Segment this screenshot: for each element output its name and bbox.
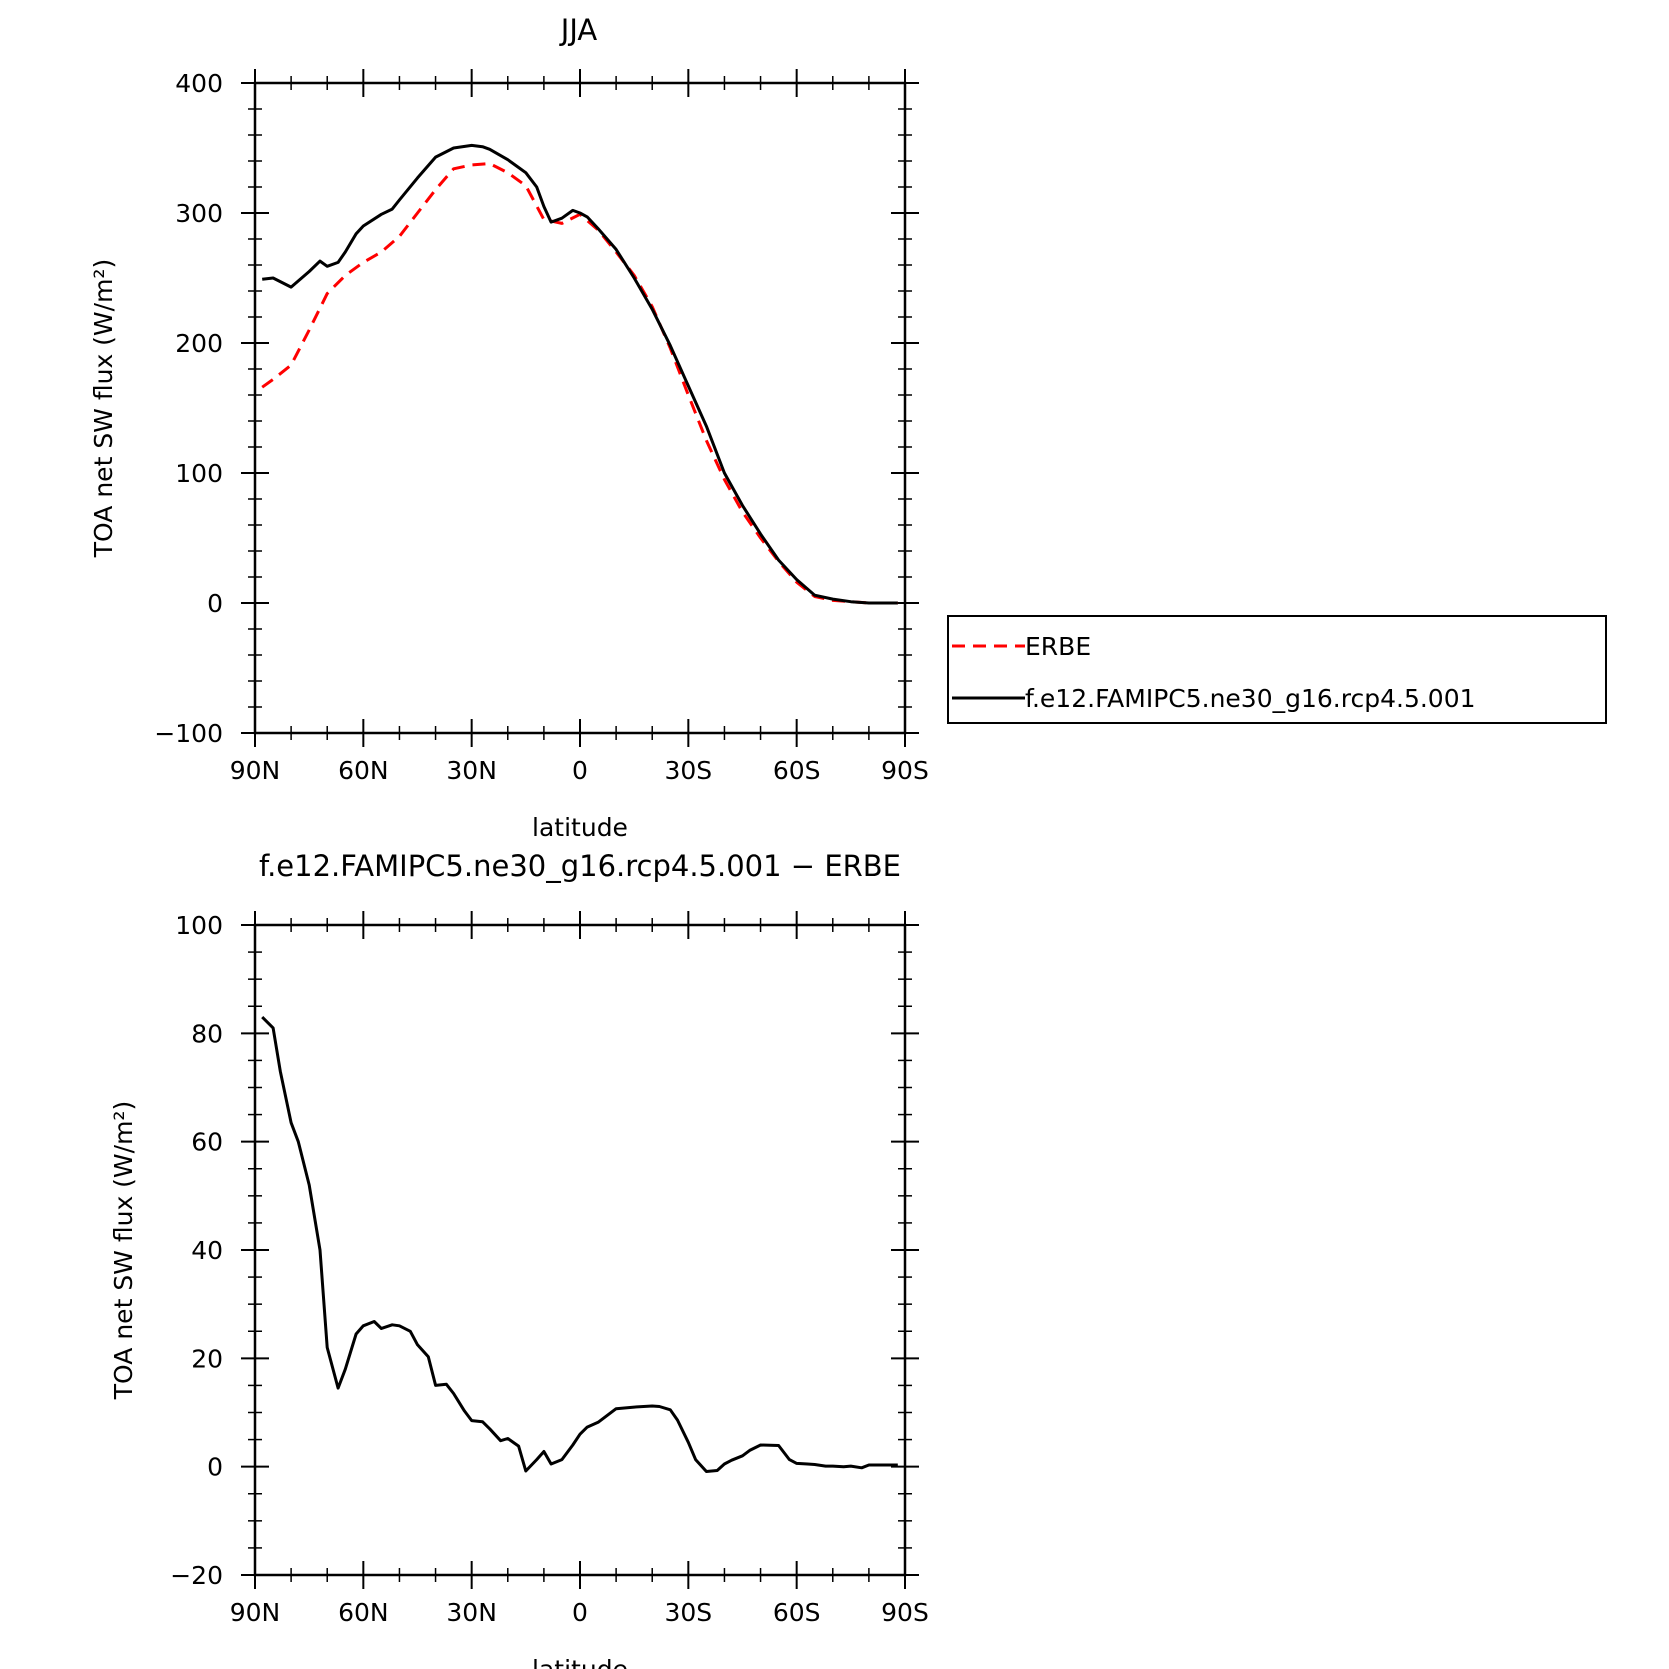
y-tick-label: −20: [170, 1561, 223, 1590]
y-tick-label: 0: [207, 589, 223, 618]
x-tick-label: 0: [572, 1598, 588, 1627]
top-y-tick-labels: −100 0 100 200 300 400: [154, 69, 223, 748]
series-line-erbe: [261, 162, 898, 605]
y-tick-label: 80: [191, 1019, 223, 1048]
legend-label-erbe: ERBE: [1025, 632, 1091, 661]
top-title: JJA: [559, 13, 598, 47]
y-tick-label: 0: [207, 1453, 223, 1482]
bottom-ticks: [241, 911, 919, 1589]
x-tick-label: 60S: [773, 1598, 821, 1627]
y-tick-label: 20: [191, 1344, 223, 1373]
series-line-model: [261, 1016, 898, 1473]
top-panel: JJA 90N 60N 30N 0 30S 60S 90S −100 0 100 200 300 40…: [89, 13, 1607, 842]
top-x-axis-label: latitude: [532, 813, 628, 842]
legend: ERBE f.e12.FAMIPC5.ne30_g16.rcp4.5.001: [947, 615, 1607, 724]
bottom-panel: f.e12.FAMIPC5.ne30_g16.rcp4.5.001 − ERBE…: [109, 849, 929, 1669]
x-tick-label: 30N: [446, 1598, 497, 1627]
legend-box: [947, 615, 1607, 724]
x-tick-label: 90S: [881, 756, 929, 785]
top-ticks: [241, 69, 919, 747]
x-tick-label: 60S: [773, 756, 821, 785]
bottom-y-axis-label: TOA net SW flux (W/m²): [109, 1101, 138, 1400]
bottom-plot-frame: [253, 923, 907, 1577]
bottom-x-axis-label: latitude: [532, 1655, 628, 1669]
x-tick-label: 90N: [230, 1598, 281, 1627]
y-tick-label: 200: [175, 329, 223, 358]
series-line-model: [262, 143, 898, 605]
y-tick-label: 60: [191, 1128, 223, 1157]
x-tick-label: 60N: [338, 756, 389, 785]
x-tick-label: 30S: [664, 1598, 712, 1627]
x-tick-label: 30N: [446, 756, 497, 785]
bottom-y-tick-labels: −20 0 20 40 60 80 100: [170, 911, 223, 1590]
bottom-title: f.e12.FAMIPC5.ne30_g16.rcp4.5.001 − ERBE: [259, 849, 901, 883]
top-y-axis-label: TOA net SW flux (W/m²): [89, 259, 118, 558]
bottom-series: [261, 1016, 898, 1473]
y-tick-label: 400: [175, 69, 223, 98]
y-tick-label: 100: [175, 911, 223, 940]
y-tick-label: 300: [175, 199, 223, 228]
top-plot-frame: [253, 81, 907, 735]
bottom-x-tick-labels: 90N 60N 30N 0 30S 60S 90S: [230, 1598, 929, 1627]
y-tick-label: −100: [154, 719, 223, 748]
x-tick-label: 90S: [881, 1598, 929, 1627]
x-tick-label: 30S: [664, 756, 712, 785]
legend-label-model: f.e12.FAMIPC5.ne30_g16.rcp4.5.001: [1025, 684, 1476, 713]
y-tick-label: 40: [191, 1236, 223, 1265]
x-tick-label: 90N: [230, 756, 281, 785]
x-tick-label: 0: [572, 756, 588, 785]
top-x-tick-labels: 90N 60N 30N 0 30S 60S 90S: [230, 756, 929, 785]
top-series: [261, 143, 898, 605]
y-tick-label: 100: [175, 459, 223, 488]
x-tick-label: 60N: [338, 1598, 389, 1627]
